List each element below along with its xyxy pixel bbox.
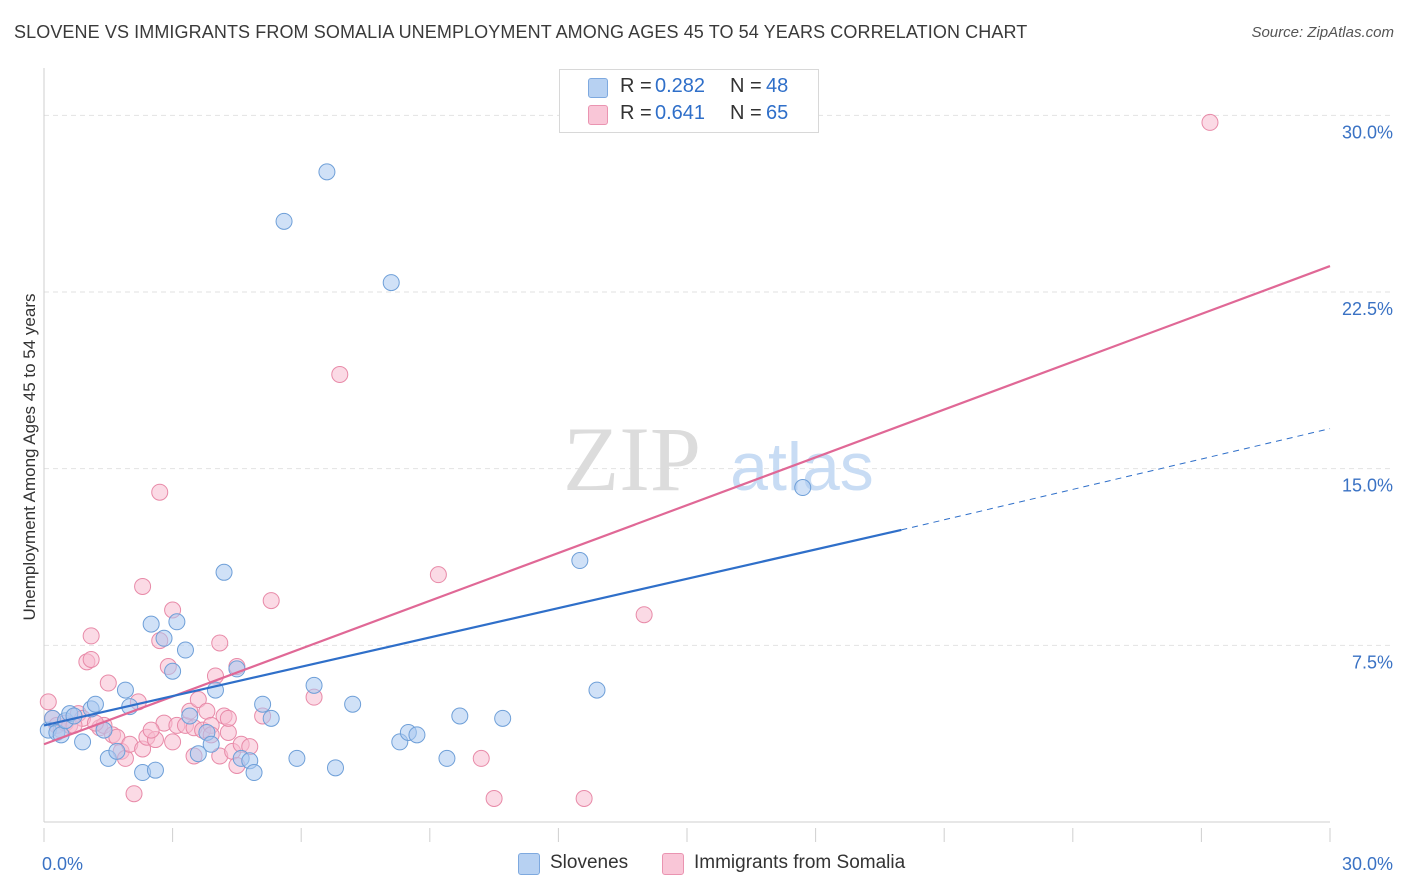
bottom-legend-swatch-blue [518, 853, 540, 875]
legend-r-label: R = [620, 102, 652, 124]
somalia-point [1201, 113, 1219, 131]
somalia-point [82, 627, 100, 645]
source-label: Source: ZipAtlas.com [1251, 24, 1394, 41]
stats-legend: R = 0.282 N = 48 R = 0.641 N = 65 [559, 69, 819, 133]
slovene-point [494, 709, 512, 727]
slovene-point [451, 707, 469, 725]
slovene-point [408, 726, 426, 744]
slovene-point [86, 695, 104, 713]
somalia-point [99, 674, 117, 692]
legend-swatch-blue [588, 78, 608, 98]
slovene-point [189, 745, 207, 763]
slovene-point [344, 695, 362, 713]
trend-lines [43, 265, 1331, 746]
somalia-point [331, 365, 349, 383]
slovene-point [215, 563, 233, 581]
somalia-point [211, 634, 229, 652]
y-tick-label: 7.5% [1352, 652, 1393, 672]
slovene-point [571, 552, 589, 570]
slovene-point [65, 707, 83, 725]
slovene-point [245, 764, 263, 782]
somalia-point [164, 733, 182, 751]
slovene-point [275, 212, 293, 230]
slovene-point [116, 681, 134, 699]
slovene-point [254, 695, 272, 713]
legend-n-value: 48 [766, 75, 789, 97]
somalia-point [151, 483, 169, 501]
x-tick-label: 30.0% [1342, 854, 1393, 874]
slovene-point [74, 733, 92, 751]
slovene-point [382, 274, 400, 292]
somalia-point [198, 702, 216, 720]
slovene-point [326, 759, 344, 777]
legend-r-value: 0.641 [655, 102, 706, 124]
somalia-point [39, 693, 57, 711]
slovene-point [181, 707, 199, 725]
somalia-point [142, 721, 160, 739]
legend-swatch-pink [588, 105, 608, 125]
slovene-point [318, 163, 336, 181]
slovene-point [202, 735, 220, 753]
slovene-point [438, 749, 456, 767]
legend-n-value: 65 [766, 102, 789, 124]
watermark: ZIP atlas [563, 408, 874, 510]
legend-n-label: N = [730, 75, 762, 97]
bottom-legend-label: Slovenes [550, 852, 629, 873]
slovene-point [168, 613, 186, 631]
somalia-point [485, 789, 503, 807]
slovene-point [142, 615, 160, 633]
somalia-point [219, 709, 237, 727]
somalia-point [635, 606, 653, 624]
somalia-point [219, 723, 237, 741]
somalia-point [82, 650, 100, 668]
y-tick-label: 30.0% [1342, 122, 1393, 142]
slovene-point [794, 479, 812, 497]
bottom-legend-swatch-pink [662, 853, 684, 875]
slovene-point [146, 761, 164, 779]
legend-n-label: N = [730, 102, 762, 124]
slovene-point [155, 629, 173, 647]
somalia-point [125, 785, 143, 803]
slovene-point [305, 676, 323, 694]
legend-r-value: 0.282 [655, 75, 706, 97]
slovene-trend-line [43, 528, 902, 727]
somalia-point [262, 592, 280, 610]
somalia-point [134, 577, 152, 595]
somalia-trend-line [43, 265, 1331, 746]
somalia-point [429, 566, 447, 584]
x-tick-label: 0.0% [42, 854, 83, 874]
legend-r-label: R = [620, 75, 652, 97]
slovene-trend-extension [901, 428, 1331, 531]
bottom-legend-label: Immigrants from Somalia [694, 852, 906, 873]
chart-title: SLOVENE VS IMMIGRANTS FROM SOMALIA UNEMP… [14, 22, 1028, 42]
slovene-point [164, 662, 182, 680]
somalia-point [189, 691, 207, 709]
slovene-point [262, 709, 280, 727]
y-tick-label: 15.0% [1342, 476, 1393, 496]
somalia-point [575, 789, 593, 807]
axes [43, 68, 1331, 842]
y-tick-label: 22.5% [1342, 299, 1393, 319]
gridlines [44, 114, 1390, 646]
slovene-point [176, 641, 194, 659]
slovene-point [288, 749, 306, 767]
slovene-point [108, 742, 126, 760]
y-axis-label: Unemployment Among Ages 45 to 54 years [20, 293, 39, 621]
slovene-point [588, 681, 606, 699]
watermark-zip: ZIP [563, 408, 701, 510]
somalia-point [472, 749, 490, 767]
tick-labels: 7.5% 15.0% 22.5% 30.0% 0.0% 30.0% [42, 122, 1393, 874]
